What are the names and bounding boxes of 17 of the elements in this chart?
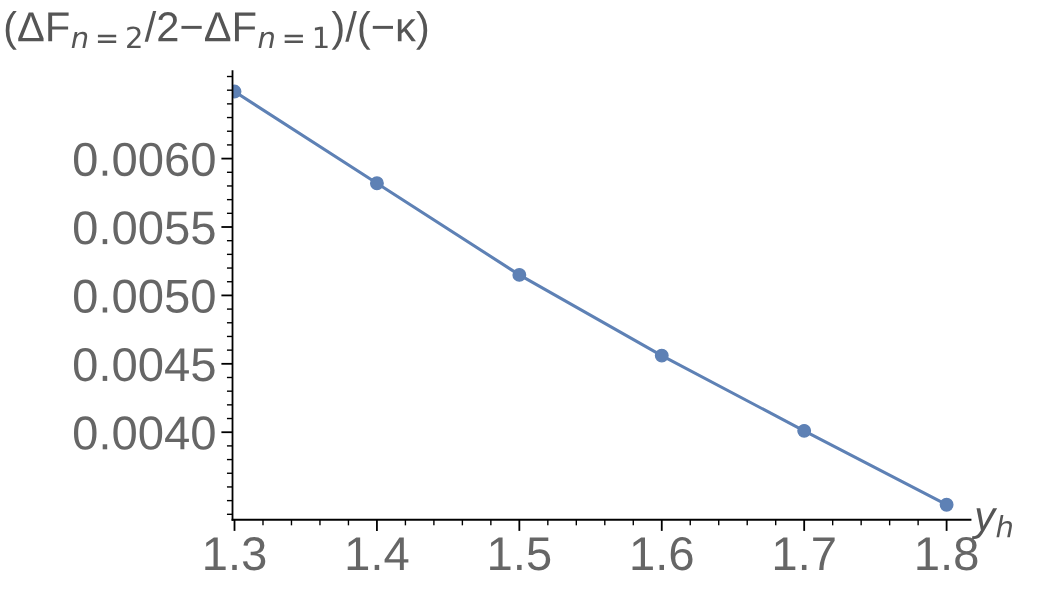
x-tick-label: 1.7 bbox=[774, 537, 835, 570]
y-tick-label: 0.0045 bbox=[73, 347, 215, 382]
point bbox=[654, 348, 669, 363]
point bbox=[369, 176, 384, 191]
y-tick-label: 0.0040 bbox=[73, 416, 215, 450]
point bbox=[512, 267, 527, 282]
y-axis-title: (ΔF$_{n=2}$/2−ΔF$_{n=1}$)/(−κ) bbox=[5, 11, 428, 50]
x-tick-label: 1.5 bbox=[490, 537, 551, 571]
x-tick-label: 1.6 bbox=[632, 537, 693, 571]
point bbox=[797, 423, 812, 438]
y-tick-label: 0.0050 bbox=[73, 279, 215, 313]
x-tick-label: 1.3 bbox=[205, 537, 266, 571]
x-tick-label: 1.4 bbox=[347, 537, 409, 570]
y-tick-label: 0.0055 bbox=[73, 211, 215, 245]
point bbox=[939, 497, 954, 512]
y-tick-label: 0.0060 bbox=[73, 142, 215, 177]
x-tick-label: 1.8 bbox=[917, 537, 978, 571]
